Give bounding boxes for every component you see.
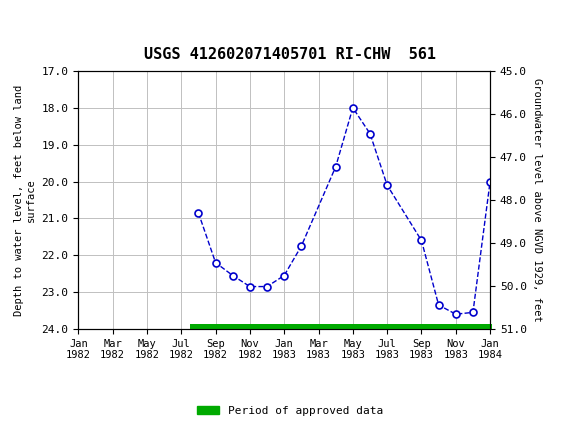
Bar xyxy=(190,324,492,329)
Text: USGS 412602071405701 RI-CHW  561: USGS 412602071405701 RI-CHW 561 xyxy=(144,47,436,62)
Text: ▒USGS: ▒USGS xyxy=(17,13,84,39)
Y-axis label: Depth to water level, feet below land
surface: Depth to water level, feet below land su… xyxy=(14,84,36,316)
Legend: Period of approved data: Period of approved data xyxy=(193,401,387,420)
Y-axis label: Groundwater level above NGVD 1929, feet: Groundwater level above NGVD 1929, feet xyxy=(532,78,542,322)
